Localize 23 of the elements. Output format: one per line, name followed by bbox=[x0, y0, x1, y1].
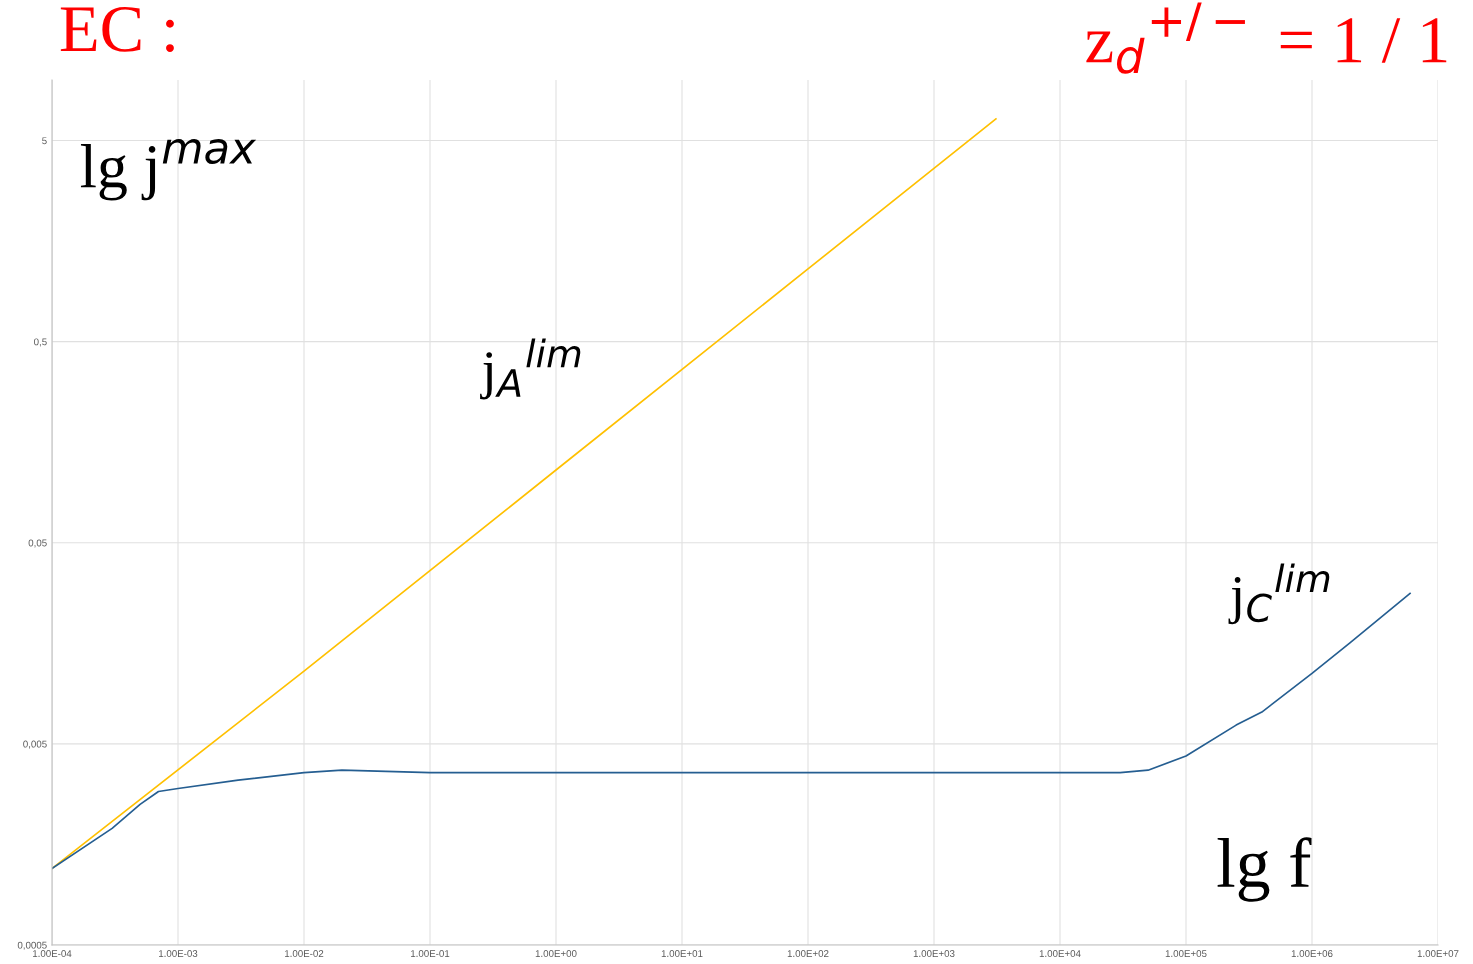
text: EC : bbox=[60, 6, 174, 53]
x-tick-label: 1.00E-03 bbox=[159, 950, 198, 957]
x-tick-label: 1.00E-01 bbox=[411, 950, 450, 957]
annotation: j$_{A}$$^{lim}$ bbox=[480, 338, 581, 400]
x-tick-label: 1.00E+07 bbox=[1417, 950, 1459, 957]
y-tick-label: 0,05 bbox=[28, 539, 47, 548]
y-tick-label: 0,5 bbox=[34, 338, 47, 347]
x-tick-label: 1.00E+04 bbox=[1039, 950, 1081, 957]
annotation: lg f bbox=[1217, 837, 1312, 902]
y-tick-label: 5 bbox=[42, 137, 47, 145]
text: z$_{d}$$^{+/−}$ = 1 / 1 bbox=[1086, 2, 1447, 74]
x-tick-label: 1.00E-02 bbox=[285, 950, 324, 957]
x-tick-label: 1.00E+03 bbox=[913, 950, 955, 957]
x-tick-label: 1.00E+05 bbox=[1165, 950, 1207, 957]
y-tick-label: 0,005 bbox=[23, 740, 47, 749]
x-tick-label: 1.00E+00 bbox=[535, 950, 577, 957]
x-tick-label: 1.00E-04 bbox=[33, 950, 72, 957]
x-tick-label: 1.00E+01 bbox=[661, 950, 703, 957]
x-tick-label: 1.00E+02 bbox=[787, 950, 829, 957]
annotation: j$_{C}$$^{lim}$ bbox=[1228, 563, 1330, 625]
x-tick-label: 1.00E+06 bbox=[1291, 950, 1333, 957]
annotation: lg j$^{max}$ bbox=[80, 139, 257, 201]
y-tick-label: 0,0005 bbox=[17, 941, 47, 950]
